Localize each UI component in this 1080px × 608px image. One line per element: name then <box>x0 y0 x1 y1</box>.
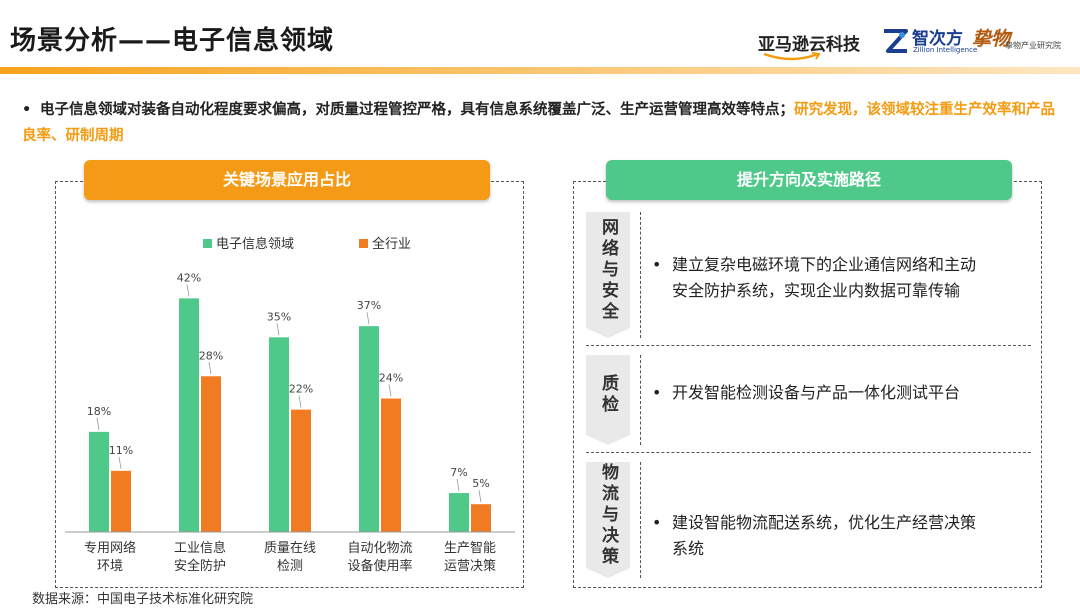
x-tick-label-2-0: 质量在线 <box>264 541 316 556</box>
x-tick-label-1-1: 安全防护 <box>174 558 226 574</box>
bar-1-1 <box>201 376 221 532</box>
x-tick-label-2-1: 检测 <box>277 559 303 574</box>
divider-vertical <box>640 355 641 445</box>
x-tick-label-0-0: 专用网络 <box>84 540 136 556</box>
data-label-0-2: 35% <box>267 310 291 323</box>
bar-1-0 <box>111 470 131 532</box>
bar-0-1 <box>179 298 199 532</box>
intro-text: 电子信息领域对装备自动化程度要求偏高，对质量过程管控严格，具有信息系统覆盖广泛、… <box>40 102 794 118</box>
bar-0-2 <box>269 337 289 532</box>
x-tick-label-4-1: 运营决策 <box>444 558 496 574</box>
item-bullet: • <box>652 383 662 402</box>
leader-line-0-2 <box>276 323 280 336</box>
roadmap-item-network: • 建立复杂电磁环境下的企业通信网络和主动 安全防护系统，实现企业内数据可靠传输 <box>652 252 1032 304</box>
tag-network-security-arrow <box>586 328 630 338</box>
intro-bullet: • <box>22 102 32 118</box>
item-bullet: • <box>652 255 662 274</box>
roadmap-item-quality: • 开发智能检测设备与产品一体化测试平台 <box>652 380 1032 406</box>
zhiwu-stamp-logo: 挚物 <box>972 28 1011 50</box>
item-text-line2: 安全防护系统，实现企业内数据可靠传输 <box>672 281 961 300</box>
data-label-1-1: 28% <box>199 349 223 362</box>
item-bullet: • <box>652 513 662 532</box>
leader-line-0-3 <box>366 312 370 325</box>
amazon-smile-icon <box>763 52 821 61</box>
x-tick-label-3-1: 设备使用率 <box>347 558 412 574</box>
item-text-line2: 系统 <box>672 539 705 558</box>
data-source: 数据来源：中国电子技术标准化研究院 <box>32 592 254 607</box>
zhicifang-logo-icon <box>884 29 908 53</box>
data-label-1-0: 11% <box>109 444 133 457</box>
leader-line-0-0 <box>96 417 100 430</box>
leader-line-1-3 <box>388 384 392 397</box>
item-text-line1: 建设智能物流配送系统，优化生产经营决策 <box>672 513 977 532</box>
bar-0-0 <box>89 431 109 532</box>
bar-0-4 <box>449 493 469 532</box>
chart-panel-banner: 关键场景应用占比 <box>84 160 490 200</box>
tag-quality-inspection-arrow <box>586 435 630 445</box>
tag-network-security-label: 网络与安全 <box>598 217 618 323</box>
x-tick-label-4-0: 生产智能 <box>444 541 496 556</box>
leader-line-0-1 <box>186 284 190 297</box>
tag-logistics-decision-label: 物流与决策 <box>598 462 618 568</box>
zhicifang-logo-text: 智次方 <box>912 29 963 49</box>
amazon-logo-text: 亚马逊云科技 <box>758 35 860 55</box>
data-label-0-1: 42% <box>177 271 201 284</box>
divider-horizontal <box>586 345 1031 346</box>
leader-line-1-4 <box>478 490 482 503</box>
page-title: 场景分析——电子信息领域 <box>10 26 335 56</box>
data-label-1-4: 5% <box>472 477 489 490</box>
tag-quality-inspection: 质检 <box>586 355 630 435</box>
tag-quality-inspection-label: 质检 <box>598 374 618 416</box>
data-label-0-3: 37% <box>357 299 381 312</box>
data-label-0-0: 18% <box>87 405 111 418</box>
intro-highlight: 研究发现，该领域较注重生产效率和产品良率、研制周期 <box>22 102 1055 144</box>
institute-name: 挚物产业研究院 <box>1005 41 1061 50</box>
tag-network-security: 网络与安全 <box>586 212 630 328</box>
item-text-line1: 开发智能检测设备与产品一体化测试平台 <box>672 383 961 402</box>
legend-swatch-0 <box>203 239 212 248</box>
x-tick-label-3-0: 自动化物流 <box>347 541 412 556</box>
x-tick-label-1-0: 工业信息 <box>174 540 226 556</box>
x-tick-label-0-1: 环境 <box>97 559 123 574</box>
bar-1-3 <box>381 398 401 532</box>
legend-label-0: 电子信息领域 <box>216 236 294 252</box>
item-text-line1: 建立复杂电磁环境下的企业通信网络和主动 <box>672 255 977 274</box>
leader-line-0-4 <box>456 478 460 492</box>
legend-swatch-1 <box>359 239 368 248</box>
intro-paragraph: • 电子信息领域对装备自动化程度要求偏高，对质量过程管控严格，具有信息系统覆盖广泛… <box>22 97 1062 149</box>
tag-logistics-decision-arrow <box>586 568 630 578</box>
leader-line-1-2 <box>298 395 302 408</box>
divider-vertical <box>640 212 641 338</box>
roadmap-item-logistics: • 建设智能物流配送系统，优化生产经营决策 系统 <box>652 510 1032 562</box>
tag-logistics-decision: 物流与决策 <box>586 462 630 568</box>
bar-1-4 <box>471 504 491 532</box>
leader-line-1-1 <box>208 362 212 375</box>
bar-0-3 <box>359 326 379 532</box>
roadmap-panel-banner: 提升方向及实施路径 <box>606 160 1012 200</box>
bar-1-2 <box>291 409 311 532</box>
header-accent-bar <box>0 67 1080 74</box>
legend-label-1: 全行业 <box>372 236 411 252</box>
divider-vertical <box>640 462 641 578</box>
data-label-0-4: 7% <box>450 466 467 479</box>
data-label-1-3: 24% <box>379 372 403 385</box>
data-label-1-2: 22% <box>289 383 313 396</box>
divider-horizontal <box>586 452 1031 453</box>
zhicifang-logo-subtitle: Zillion Intelligence <box>913 46 978 54</box>
leader-line-1-0 <box>118 456 122 469</box>
